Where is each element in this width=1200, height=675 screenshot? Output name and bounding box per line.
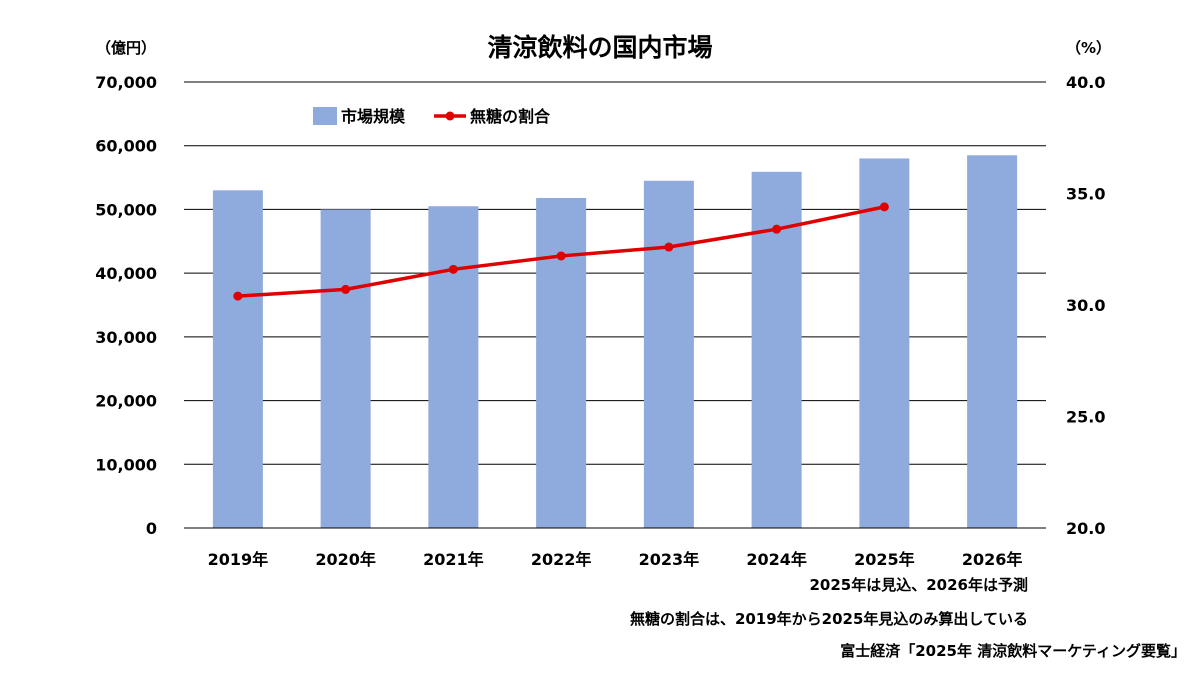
legend-label-bar: 市場規模	[341, 107, 406, 126]
y-left-tick-label: 30,000	[95, 328, 157, 347]
x-tick-label: 2023年	[639, 550, 700, 569]
note-forecast: 2025年は見込、2026年は予測	[809, 576, 1029, 594]
x-tick-label: 2021年	[423, 550, 484, 569]
y-right-tick-label: 20.0	[1066, 519, 1105, 538]
legend-label-line: 無糖の割合	[470, 107, 551, 126]
x-tick-label: 2020年	[315, 550, 376, 569]
chart-title: 清涼飲料の国内市場	[487, 33, 713, 62]
bar-2026年	[967, 155, 1018, 528]
bar-2022年	[536, 197, 587, 528]
x-tick-label: 2025年	[854, 550, 915, 569]
bar-2019年	[212, 190, 263, 529]
line-point-2019年	[233, 291, 243, 301]
x-tick-label: 2024年	[746, 550, 807, 569]
y-left-tick-label: 10,000	[95, 455, 157, 474]
bar-2020年	[320, 209, 371, 528]
line-point-2022年	[556, 251, 566, 261]
y-left-tick-label: 20,000	[95, 392, 157, 411]
y-left-tick-label: 50,000	[95, 200, 157, 219]
y-right-tick-label: 25.0	[1066, 408, 1105, 427]
x-tick-label: 2026年	[962, 550, 1023, 569]
y-left-tick-label: 40,000	[95, 264, 157, 283]
line-point-2023年	[664, 242, 674, 252]
y-right-tick-label: 30.0	[1066, 296, 1105, 315]
left-axis-unit: （億円）	[96, 39, 157, 57]
bar-2023年	[643, 180, 694, 528]
source-credit: 富士経済「2025年 清涼飲料マーケティング要覧」	[840, 642, 1186, 660]
x-tick-label: 2019年	[208, 550, 269, 569]
x-tick-label: 2022年	[531, 550, 592, 569]
line-point-2025年	[879, 202, 889, 212]
legend-swatch-bar	[313, 107, 337, 125]
line-point-2024年	[772, 224, 782, 234]
line-point-2020年	[341, 284, 351, 294]
y-left-tick-label: 0	[146, 519, 157, 538]
legend-marker-line	[445, 111, 455, 121]
right-axis-unit: （%）	[1066, 39, 1112, 57]
bar-2021年	[428, 206, 479, 528]
y-left-tick-label: 60,000	[95, 137, 157, 156]
bar-2025年	[859, 158, 910, 528]
y-right-tick-label: 40.0	[1066, 73, 1105, 92]
y-left-tick-label: 70,000	[95, 73, 157, 92]
y-right-tick-label: 35.0	[1066, 185, 1105, 204]
note-sugarfree-ratio: 無糖の割合は、2019年から2025年見込のみ算出している	[629, 610, 1028, 628]
line-point-2021年	[448, 264, 458, 274]
